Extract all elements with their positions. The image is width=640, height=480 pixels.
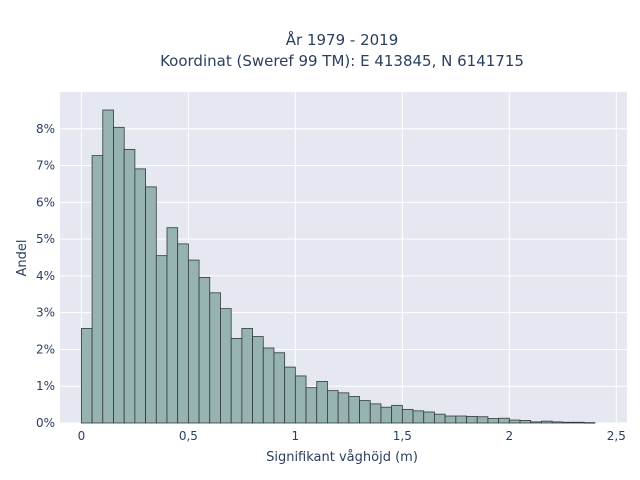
histogram-bar [177, 243, 189, 424]
chart-title-line-2: Koordinat (Sweref 99 TM): E 413845, N 61… [160, 52, 524, 70]
bar-layer [80, 109, 596, 424]
histogram-bar [444, 415, 457, 424]
histogram-bar [80, 328, 93, 424]
histogram-bar [220, 308, 232, 424]
histogram-bar [508, 419, 521, 424]
histogram-bar [230, 338, 243, 424]
x-tick-labels: 0 0,5 1 1,5 2 2,5 [78, 429, 626, 443]
histogram-bar [134, 168, 146, 424]
histogram-bar [380, 406, 393, 424]
histogram-bar [476, 416, 489, 424]
y-tick-label: 6% [36, 195, 55, 209]
y-tick-label: 3% [36, 306, 55, 320]
x-tick-label: 0 [78, 429, 86, 443]
y-tick-label: 4% [36, 269, 55, 283]
histogram-bar [487, 418, 500, 424]
histogram-bar [166, 227, 179, 424]
histogram-bar [305, 387, 318, 424]
histogram-bar [337, 392, 350, 424]
histogram-bar [455, 415, 467, 424]
histogram-bar [316, 381, 328, 424]
histogram-bar [327, 390, 339, 424]
x-axis-title: Signifikant våghöjd (m) [266, 450, 418, 465]
x-tick-label: 0,5 [179, 429, 198, 443]
histogram-bar [423, 411, 435, 424]
histogram-bar [530, 421, 542, 424]
chart-title-line-1: År 1979 - 2019 [286, 30, 399, 49]
histogram-bar [583, 422, 596, 424]
histogram-bar [145, 186, 157, 424]
y-tick-label: 1% [36, 379, 55, 393]
x-tick-label: 1,5 [393, 429, 412, 443]
x-tick-label: 2,5 [607, 429, 626, 443]
y-axis-title: Andel [15, 240, 30, 277]
histogram-bar [241, 328, 253, 424]
histogram-bar [123, 148, 136, 424]
histogram-bar [252, 336, 264, 424]
histogram-bar [401, 408, 414, 424]
histogram-bar [155, 255, 168, 424]
x-tick-label: 2 [506, 429, 514, 443]
histogram-bar [498, 417, 510, 424]
histogram-bar [187, 259, 200, 424]
y-tick-label: 0% [36, 416, 55, 430]
histogram-bar [519, 420, 532, 424]
y-tick-label: 8% [36, 122, 55, 136]
histogram-bar [391, 404, 403, 424]
y-tick-label: 7% [36, 159, 55, 173]
histogram-bar [562, 421, 574, 424]
histogram-bar [573, 421, 585, 424]
histogram-bar [198, 276, 211, 424]
x-tick-label: 1 [292, 429, 300, 443]
y-tick-label: 2% [36, 342, 55, 356]
histogram-bar [91, 155, 104, 424]
histogram-bar [102, 109, 114, 424]
histogram-bar [284, 366, 296, 424]
histogram-bar [466, 415, 478, 424]
y-tick-labels: 0% 1% 2% 3% 4% 5% 6% 7% 8% [36, 122, 55, 430]
histogram-bar [551, 421, 564, 424]
histogram-bar [209, 292, 221, 424]
histogram-bar [412, 410, 425, 424]
histogram-bar [262, 347, 275, 424]
histogram-bar [273, 352, 286, 424]
histogram-bar [369, 403, 382, 424]
histogram-bar [348, 396, 360, 424]
histogram-bar [113, 126, 125, 424]
histogram-bar [294, 375, 307, 424]
histogram-bar [359, 400, 371, 424]
histogram-bar [541, 420, 553, 424]
y-tick-label: 5% [36, 232, 55, 246]
histogram-bar [434, 413, 446, 424]
